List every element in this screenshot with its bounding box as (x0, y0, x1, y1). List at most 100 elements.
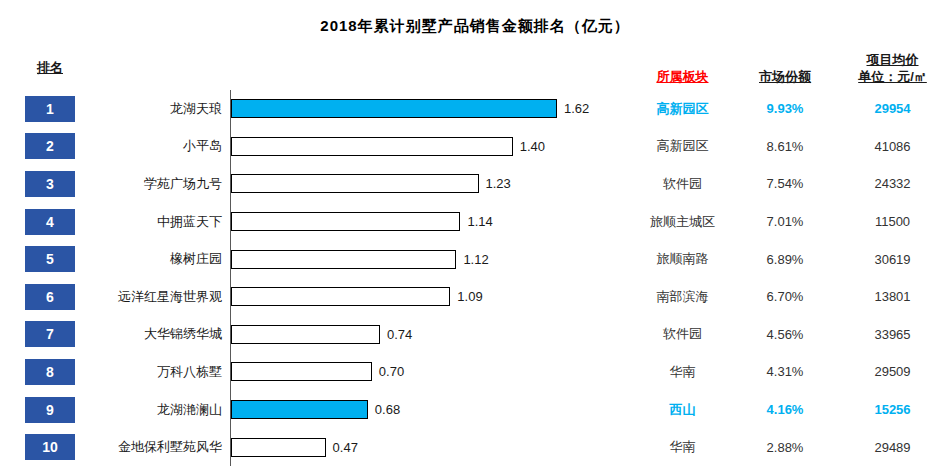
rank-number: 7 (46, 326, 54, 342)
name-cell: 中拥蓝天下 (100, 203, 230, 241)
sector-cell: 华南 (670, 438, 696, 456)
share-cell-wrap: 9.93% (735, 90, 835, 128)
price-header-cell: 项目均价单位：元/㎡ (835, 48, 950, 90)
table-row: 8 万科八栋墅 0.70 华南 4.31% 29509 (0, 353, 950, 391)
bar-value-label: 1.09 (457, 289, 482, 304)
sales-bar (231, 287, 450, 306)
rank-number: 3 (46, 176, 54, 192)
sales-bar (231, 325, 380, 344)
sector-cell-wrap: 西山 (630, 391, 735, 429)
sales-bar (231, 438, 326, 457)
rank-cell: 3 (0, 165, 100, 203)
project-name: 大华锦绣华城 (144, 325, 222, 343)
bar-value-label: 0.70 (379, 364, 404, 379)
rank-badge: 4 (25, 209, 75, 235)
bar-value-label: 1.23 (486, 176, 511, 191)
bar-cell: 0.47 (230, 428, 630, 466)
project-name: 远洋红星海世界观 (118, 288, 222, 306)
share-header-cell: 市场份额 (735, 48, 835, 90)
sales-bar (231, 212, 460, 231)
bar-value-label: 1.12 (463, 252, 488, 267)
table-row: 2 小平岛 1.40 高新园区 8.61% 41086 (0, 128, 950, 166)
sector-cell: 旅顺南路 (657, 250, 709, 268)
rank-number: 1 (46, 101, 54, 117)
spacer (100, 48, 230, 90)
share-cell: 2.88% (767, 440, 804, 455)
project-name: 橡树庄园 (170, 250, 222, 268)
rank-cell: 2 (0, 128, 100, 166)
project-name: 学苑广场九号 (144, 175, 222, 193)
project-name: 龙湖天琅 (170, 100, 222, 118)
sector-header-cell: 所属板块 (630, 48, 735, 90)
table-row: 6 远洋红星海世界观 1.09 南部滨海 6.70% 13801 (0, 278, 950, 316)
rank-badge: 5 (25, 246, 75, 272)
rank-number: 2 (46, 138, 54, 154)
project-name: 龙湖滟澜山 (157, 401, 222, 419)
share-cell-wrap: 7.01% (735, 203, 835, 241)
name-cell: 龙湖滟澜山 (100, 391, 230, 429)
rank-number: 10 (42, 439, 58, 455)
rank-cell: 4 (0, 203, 100, 241)
share-cell: 9.93% (767, 101, 804, 116)
project-name: 金地保利墅苑风华 (118, 438, 222, 456)
bar-cell: 1.23 (230, 165, 630, 203)
table-row: 4 中拥蓝天下 1.14 旅顺主城区 7.01% 11500 (0, 203, 950, 241)
bar-value-label: 0.74 (387, 327, 412, 342)
rank-cell: 8 (0, 353, 100, 391)
sector-cell: 西山 (670, 401, 696, 419)
chart-rows: 1 龙湖天琅 1.62 高新园区 9.93% 29954 (0, 90, 950, 466)
table-row: 5 橡树庄园 1.12 旅顺南路 6.89% 30619 (0, 240, 950, 278)
rank-cell: 7 (0, 316, 100, 354)
bar-cell: 1.14 (230, 203, 630, 241)
rank-badge: 7 (25, 321, 75, 347)
table-row: 3 学苑广场九号 1.23 软件园 7.54% 24332 (0, 165, 950, 203)
price-cell: 29489 (874, 440, 910, 455)
price-cell-wrap: 29489 (835, 428, 950, 466)
table-row: 10 金地保利墅苑风华 0.47 华南 2.88% 29489 (0, 428, 950, 466)
price-cell: 24332 (874, 176, 910, 191)
sector-cell-wrap: 软件园 (630, 165, 735, 203)
price-cell: 29509 (874, 364, 910, 379)
rank-cell: 6 (0, 278, 100, 316)
rank-cell: 10 (0, 428, 100, 466)
rank-badge: 2 (25, 133, 75, 159)
bar-value-label: 1.62 (564, 101, 589, 116)
sector-cell-wrap: 南部滨海 (630, 278, 735, 316)
rank-badge: 10 (25, 434, 75, 460)
share-cell: 7.01% (767, 214, 804, 229)
price-cell: 11500 (875, 214, 910, 229)
share-cell-wrap: 4.56% (735, 316, 835, 354)
price-cell: 30619 (874, 252, 910, 267)
sector-header: 所属板块 (657, 69, 709, 86)
sector-cell: 南部滨海 (657, 288, 709, 306)
sales-bar (231, 174, 479, 193)
bar-cell: 1.09 (230, 278, 630, 316)
rank-badge: 1 (25, 96, 75, 122)
rank-badge: 8 (25, 359, 75, 385)
sales-bar (231, 362, 372, 381)
price-cell: 13801 (874, 289, 910, 304)
sector-cell: 华南 (670, 363, 696, 381)
chart-canvas: 2018年累计别墅产品销售金额排名（亿元） 排名 所属板块 市场份额 项目均价单… (0, 0, 950, 476)
share-cell: 7.54% (767, 176, 804, 191)
project-name: 中拥蓝天下 (157, 213, 222, 231)
price-cell: 29954 (874, 101, 910, 116)
sales-bar (231, 137, 513, 156)
share-cell-wrap: 7.54% (735, 165, 835, 203)
rank-badge: 6 (25, 284, 75, 310)
rank-number: 5 (46, 251, 54, 267)
share-cell: 8.61% (767, 139, 804, 154)
table-row: 9 龙湖滟澜山 0.68 西山 4.16% 15256 (0, 391, 950, 429)
sector-cell: 高新园区 (657, 137, 709, 155)
sector-cell: 高新园区 (657, 100, 709, 118)
sales-bar (231, 99, 557, 118)
table-row: 1 龙湖天琅 1.62 高新园区 9.93% 29954 (0, 90, 950, 128)
bar-cell: 0.70 (230, 353, 630, 391)
share-cell-wrap: 4.31% (735, 353, 835, 391)
bar-cell: 1.40 (230, 128, 630, 166)
name-cell: 大华锦绣华城 (100, 316, 230, 354)
project-name: 小平岛 (183, 137, 222, 155)
rank-cell: 1 (0, 90, 100, 128)
price-cell: 15256 (874, 402, 910, 417)
table-row: 7 大华锦绣华城 0.74 软件园 4.56% 33965 (0, 316, 950, 354)
